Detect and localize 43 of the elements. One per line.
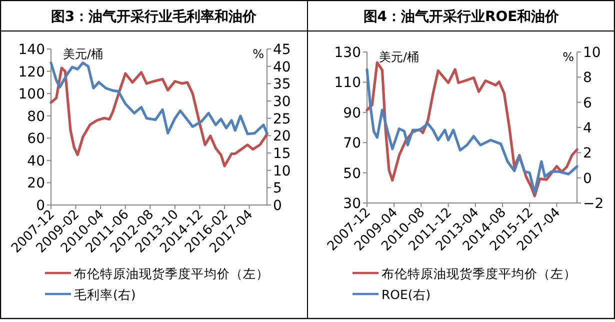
- chart-title: 图4：油气开采行业ROE和油价: [363, 9, 560, 25]
- y-axis-title: 美元/桶: [379, 50, 420, 64]
- y2-tick-label: 6: [583, 95, 592, 112]
- y2-axis-title: %: [562, 50, 574, 64]
- legend-label: 布伦特原油现货季度平均价（左）: [74, 266, 269, 281]
- y2-tick-label: 30: [273, 94, 291, 110]
- y-tick-label: 60: [27, 131, 45, 148]
- legend-label: ROE(右): [382, 287, 431, 302]
- y-tick-label: 130: [334, 45, 361, 61]
- y-tick-label: 50: [343, 166, 361, 182]
- y-tick-label: 40: [27, 153, 45, 170]
- y-tick-label: 120: [18, 64, 45, 80]
- y-tick-label: 100: [18, 86, 45, 103]
- y-tick-label: 30: [343, 196, 361, 212]
- line-series: [50, 62, 268, 136]
- y2-tick-label: −2: [583, 196, 604, 212]
- y2-tick-label: 35: [273, 76, 291, 93]
- y2-tick-label: 10: [583, 45, 601, 61]
- legend-label: 布伦特原油现货季度平均价（左）: [382, 266, 576, 281]
- y2-tick-label: 45: [273, 42, 291, 58]
- legend-label: 毛利率(右): [74, 287, 136, 302]
- y-axis-title: 美元/桶: [63, 47, 104, 61]
- y-tick-label: 0: [36, 198, 45, 214]
- y-tick-label: 110: [334, 75, 361, 92]
- y2-axis-title: %: [252, 47, 264, 61]
- y2-tick-label: 4: [583, 120, 592, 136]
- y-tick-label: 70: [343, 136, 361, 152]
- y2-tick-label: 10: [273, 163, 291, 180]
- y2-tick-label: 8: [583, 70, 592, 86]
- y2-tick-label: 40: [273, 59, 291, 76]
- chart-title: 图3：油气开采行业毛利率和油价: [50, 8, 258, 25]
- y-tick-label: 80: [27, 108, 45, 125]
- y-tick-label: 90: [343, 105, 361, 122]
- y2-tick-label: 25: [273, 111, 291, 128]
- y-tick-label: 140: [18, 42, 45, 58]
- line-series: [50, 66, 268, 168]
- y2-tick-label: 2: [583, 146, 592, 162]
- y2-tick-label: 5: [273, 180, 282, 197]
- y2-tick-label: 0: [273, 198, 282, 214]
- y2-tick-label: 20: [273, 128, 291, 145]
- y-tick-label: 20: [27, 176, 45, 192]
- y2-tick-label: 0: [583, 170, 592, 187]
- y2-tick-label: 15: [273, 146, 291, 162]
